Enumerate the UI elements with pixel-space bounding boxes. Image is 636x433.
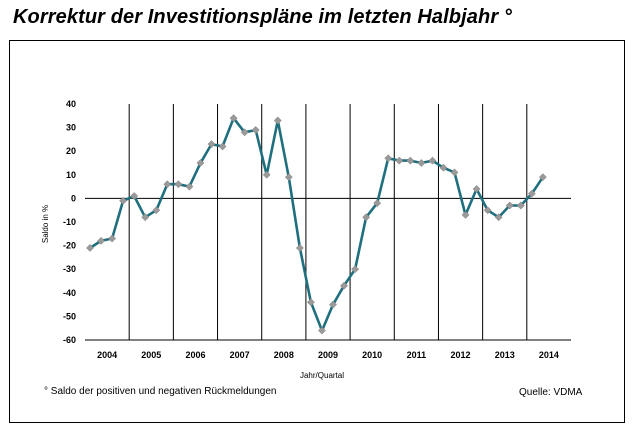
y-tick-label: -30: [63, 264, 76, 274]
y-axis-label: Saldo in %: [41, 205, 50, 243]
data-point: [439, 163, 448, 172]
y-tick-label: 40: [66, 99, 76, 109]
data-point: [527, 189, 536, 198]
data-point: [461, 210, 470, 219]
data-point: [262, 170, 271, 179]
data-point: [505, 201, 514, 210]
data-point: [196, 159, 205, 167]
data-point: [494, 213, 503, 222]
data-point: [516, 201, 525, 210]
data-point: [86, 244, 94, 252]
data-point: [108, 234, 117, 243]
x-tick-label: 2012: [451, 350, 471, 360]
data-point: [119, 196, 128, 205]
source-label: Quelle: VDMA: [519, 387, 583, 398]
x-tick-label: 2011: [407, 350, 427, 360]
chart-frame: [9, 40, 625, 423]
data-point: [428, 156, 437, 165]
data-point: [218, 142, 227, 151]
y-tick-label: -20: [63, 241, 76, 251]
data-point: [284, 173, 293, 182]
y-tick-label: 20: [66, 146, 76, 156]
marker-layer: [86, 114, 547, 335]
data-point: [306, 298, 315, 307]
y-tick-label: -50: [63, 311, 76, 321]
grid-layer: [85, 104, 571, 340]
x-tick-label: 2006: [185, 350, 205, 360]
data-point: [185, 182, 194, 191]
chart-title: Korrektur der Investitionspläne im letzt…: [13, 6, 512, 28]
data-point: [318, 326, 326, 335]
data-point: [373, 199, 382, 208]
x-tick-label: 2013: [495, 350, 515, 360]
x-tick-label: 2005: [141, 350, 161, 360]
y-tick-label: -10: [63, 217, 76, 227]
data-point: [141, 213, 150, 222]
data-point: [384, 154, 393, 163]
x-tick-label: 2008: [274, 350, 294, 360]
series-line: [89, 116, 544, 332]
data-point: [152, 206, 161, 215]
footnote: ° Saldo der positiven und negativen Rück…: [44, 386, 277, 397]
x-tick-label: 2007: [230, 350, 250, 360]
data-point: [229, 114, 238, 123]
data-point: [163, 180, 172, 189]
data-point: [351, 265, 360, 274]
series-layer: [89, 116, 544, 332]
data-point: [362, 213, 371, 222]
y-tick-label: 30: [66, 123, 76, 133]
data-point: [406, 156, 415, 165]
data-point: [240, 128, 249, 137]
data-point: [174, 180, 183, 189]
data-point: [472, 185, 481, 193]
x-tick-label: 2004: [97, 350, 117, 360]
data-point: [295, 244, 304, 252]
x-axis-label: Jahr/Quartal: [300, 371, 344, 380]
data-point: [329, 300, 337, 309]
data-point: [538, 173, 547, 182]
y-tick-label: 10: [66, 170, 76, 180]
x-tick-label: 2010: [362, 350, 382, 360]
data-point: [251, 126, 260, 134]
data-point: [450, 168, 459, 177]
y-tick-label: -40: [63, 288, 76, 298]
data-point: [340, 281, 348, 290]
data-point: [97, 236, 105, 245]
x-tick-label: 2009: [318, 350, 338, 360]
data-point: [273, 116, 282, 125]
data-point: [395, 156, 404, 165]
data-point: [130, 192, 139, 200]
y-tick-label: 0: [71, 193, 76, 203]
data-point: [207, 140, 216, 149]
x-tick-label: 2014: [539, 350, 559, 360]
data-point: [417, 159, 426, 167]
y-tick-label: -60: [63, 335, 76, 345]
data-point: [483, 206, 492, 215]
